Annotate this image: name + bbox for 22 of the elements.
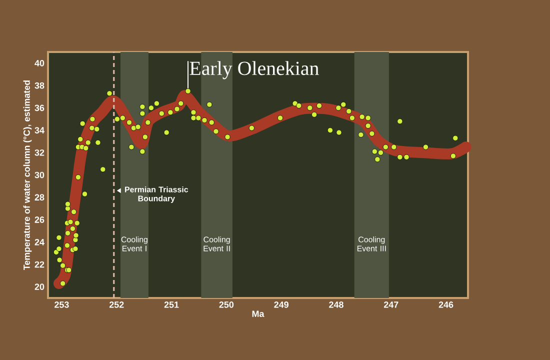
y-tick-label: 32: [34, 149, 44, 156]
y-tick-label: 30: [34, 172, 44, 178]
y-tick-label: 24: [34, 238, 44, 246]
y-tick-label: 22: [34, 261, 44, 268]
y-axis-title: Temperature of water column (°C), estimated: [23, 80, 32, 270]
x-tick-label: 250: [219, 302, 234, 308]
x-axis-title: Ma: [252, 310, 264, 317]
annotation: Early Olenekian: [190, 61, 319, 80]
x-tick-label: 252: [109, 302, 124, 308]
y-tick-label: 26: [34, 216, 44, 223]
x-tick-label: 249: [274, 302, 288, 308]
y-tick-label: 34: [34, 127, 44, 134]
x-tick-label: 251: [164, 302, 179, 308]
y-tick-label: 36: [34, 104, 44, 112]
x-tick-label: 246: [438, 302, 454, 308]
y-tick-label: 40: [34, 60, 44, 66]
y-tick-label: 38: [34, 82, 44, 89]
y-tick-label: 20: [34, 284, 44, 290]
x-tick-label: 247: [384, 302, 398, 308]
x-tick-label: 253: [54, 302, 69, 308]
y-tick-label: 28: [34, 194, 44, 201]
x-tick-label: 248: [329, 302, 344, 308]
